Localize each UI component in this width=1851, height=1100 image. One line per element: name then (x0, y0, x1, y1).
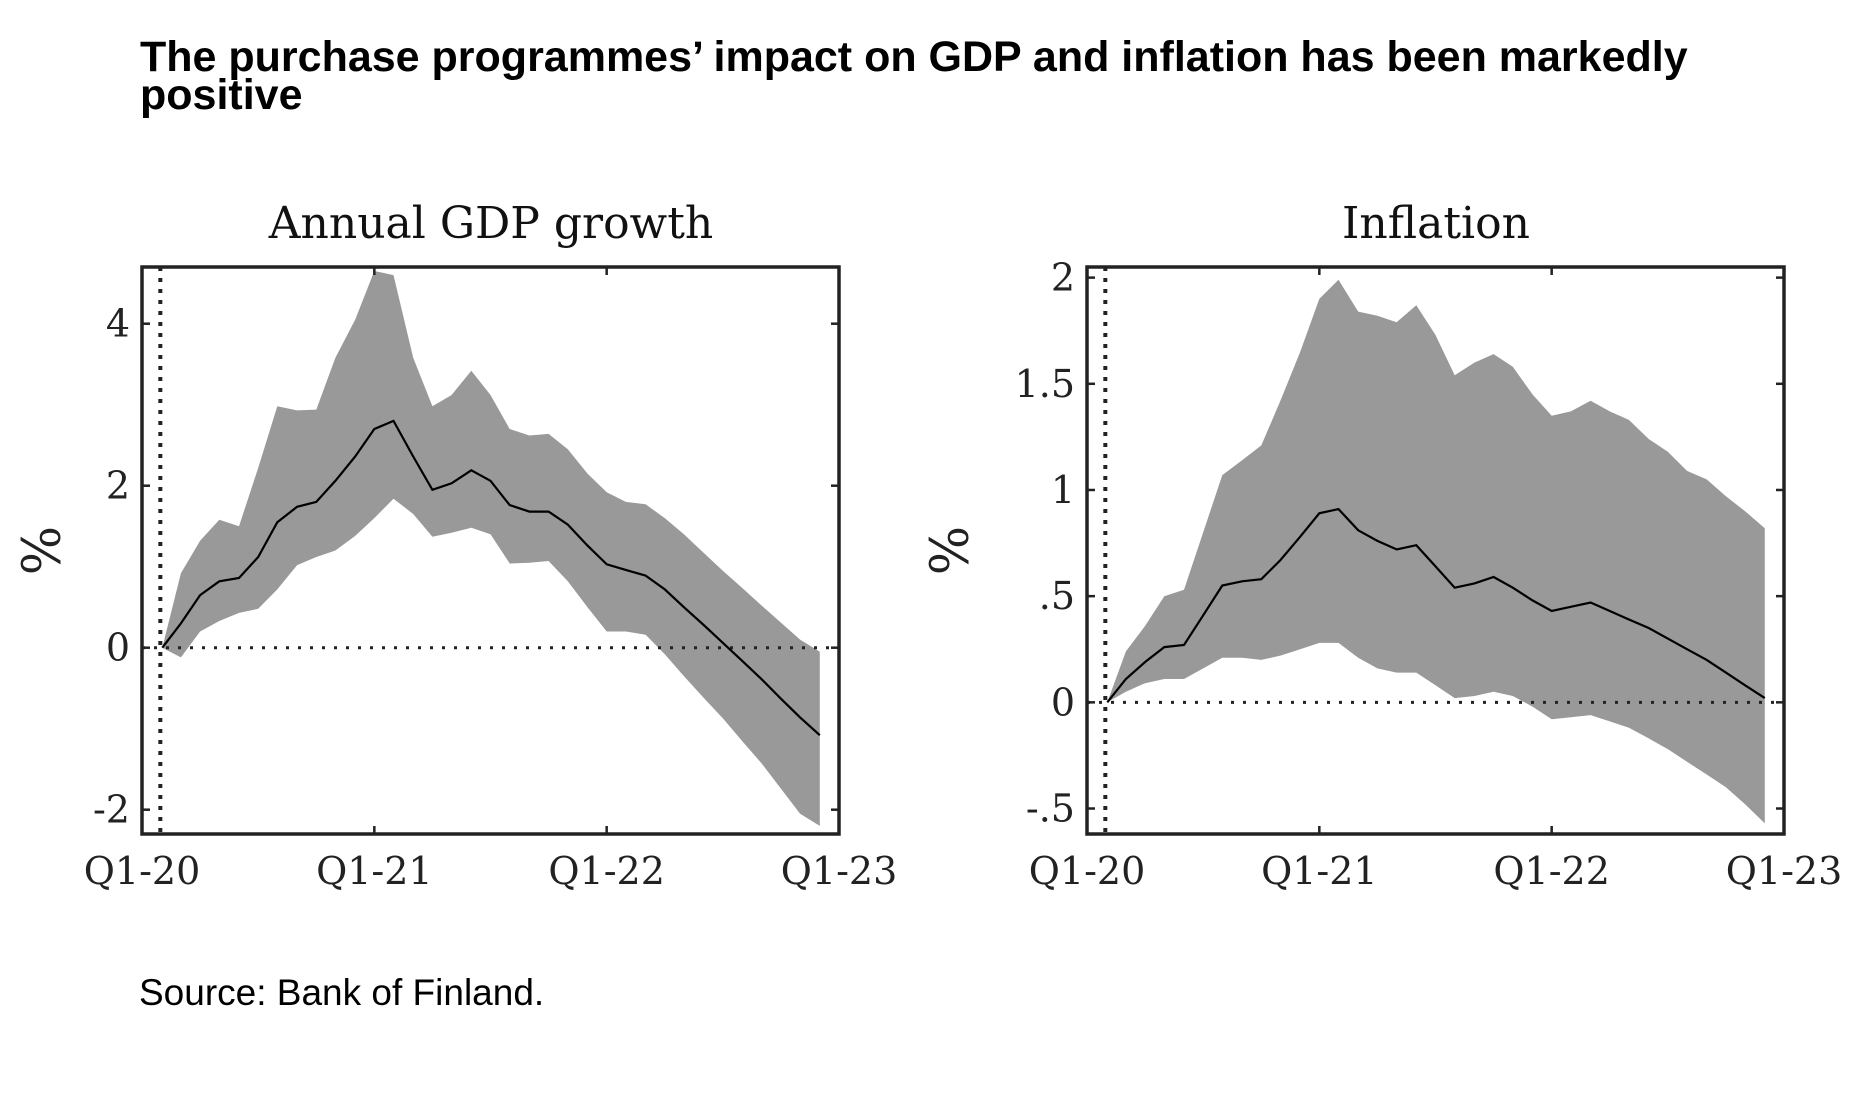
gdp-mean-line (161, 419, 821, 737)
inflation-ytick-label: .5 (1039, 574, 1075, 618)
inflation-plot-frame (1085, 265, 1786, 836)
source-note: Source: Bank of Finland. (139, 972, 545, 1013)
gdp-chart-title: Annual GDP growth (268, 198, 713, 249)
inflation-chart-title: Inflation (1342, 198, 1530, 249)
inflation-ytick-label: -.5 (1026, 787, 1075, 831)
inflation-mean-line (1106, 507, 1766, 703)
gdp-ytick-label: 2 (106, 464, 130, 508)
gdp-plot-frame (140, 265, 841, 836)
inflation-xtick-label: Q1-22 (1493, 849, 1610, 893)
gdp-ytick-label: -2 (93, 788, 130, 832)
gdp-xtick-label: Q1-22 (548, 849, 665, 893)
inflation-xtick-label: Q1-23 (1726, 849, 1843, 893)
inflation-ytick-label: 2 (1051, 256, 1075, 300)
gdp-ytick-label: 0 (106, 626, 130, 670)
inflation-xtick-label: Q1-21 (1261, 849, 1378, 893)
inflation-xtick-label: Q1-20 (1029, 849, 1146, 893)
page-title: The purchase programmes’ impact on GDP a… (140, 33, 1688, 119)
inflation-ytick-label: 1 (1051, 468, 1075, 512)
inflation-ytick-label: 0 (1051, 680, 1075, 724)
inflation-ytick-label: 1.5 (1015, 362, 1075, 406)
inflation-y-axis-label: % (921, 526, 981, 575)
gdp-y-axis-label: % (13, 526, 73, 575)
gdp-xtick-label: Q1-20 (84, 849, 201, 893)
gdp-xtick-label: Q1-21 (316, 849, 433, 893)
gdp-ytick-label: 4 (106, 302, 130, 346)
inflation-confidence-band (1107, 279, 1765, 824)
gdp-xtick-label: Q1-23 (781, 849, 898, 893)
gdp-confidence-band (162, 271, 820, 826)
